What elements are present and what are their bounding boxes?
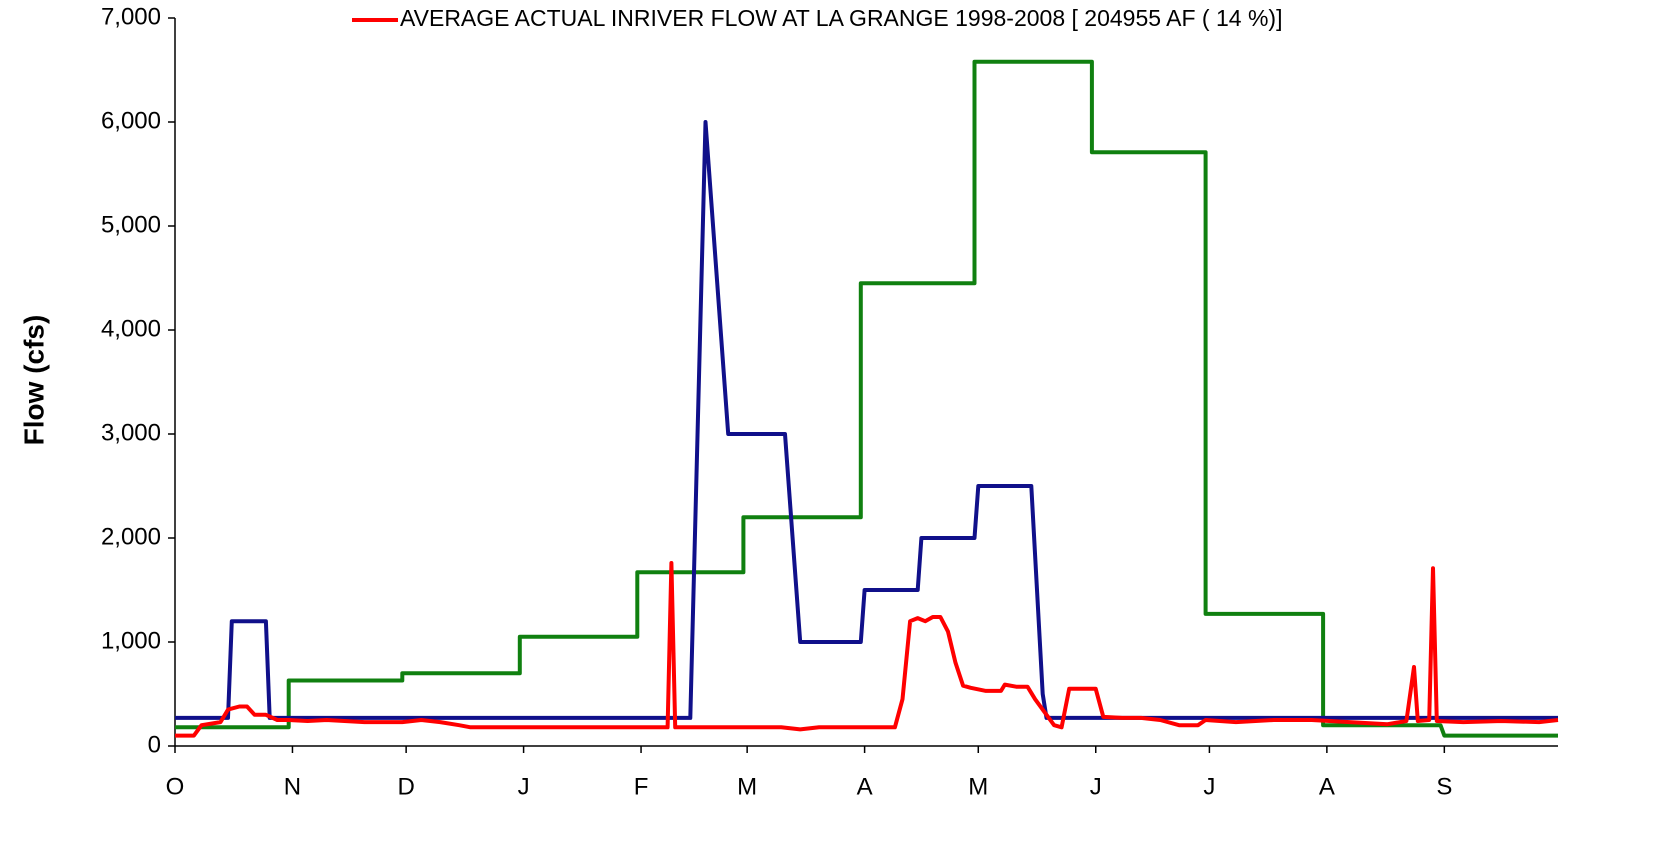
series-line [175, 120, 1558, 720]
y-tick-label: 6,000 [101, 107, 161, 134]
y-tick-label: 1,000 [101, 627, 161, 654]
x-tick-label: N [284, 773, 301, 800]
x-tick-label: J [1090, 773, 1102, 800]
legend-label: AVERAGE ACTUAL INRIVER FLOW AT LA GRANGE… [400, 5, 1282, 31]
x-tick-label: O [166, 773, 185, 800]
x-tick-label: J [518, 773, 530, 800]
y-axis-label: Flow (cfs) [18, 315, 49, 446]
y-tick-label: 5,000 [101, 211, 161, 238]
x-tick-label: A [857, 773, 873, 800]
y-tick-label: 3,000 [101, 419, 161, 446]
y-tick-label: 2,000 [101, 523, 161, 550]
y-tick-label: 7,000 [101, 3, 161, 30]
y-tick-label: 0 [148, 731, 161, 758]
x-tick-label: M [968, 773, 988, 800]
x-tick-label: D [397, 773, 414, 800]
x-tick-label: S [1436, 773, 1452, 800]
series-line [175, 561, 1559, 738]
x-tick-label: J [1203, 773, 1215, 800]
x-tick-label: A [1319, 773, 1335, 800]
y-tick-label: 4,000 [101, 315, 161, 342]
x-tick-label: F [634, 773, 649, 800]
x-tick-label: M [737, 773, 757, 800]
series-line [175, 59, 1558, 738]
